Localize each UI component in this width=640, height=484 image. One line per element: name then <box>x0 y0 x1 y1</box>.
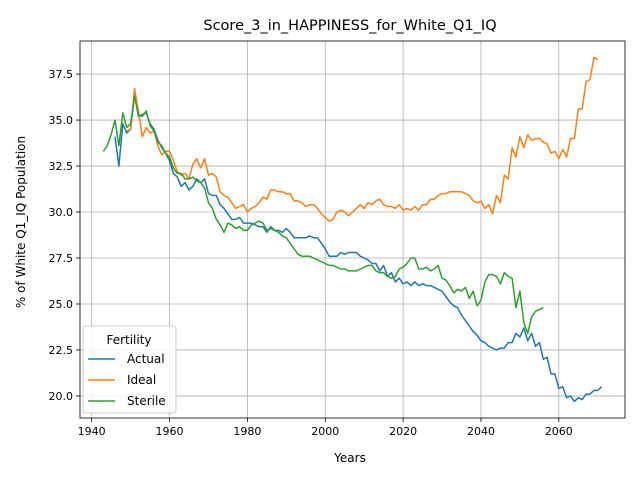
chart-title: Score_3_in_HAPPINESS_for_White_Q1_IQ <box>203 18 496 34</box>
series-line-sterile <box>102 95 544 335</box>
legend-box <box>82 325 177 414</box>
x-axis-ticks: 1940 1960 1980 2000 2020 2040 2060 <box>78 418 573 438</box>
y-axis-ticks: 20.0 22.5 25.0 27.5 30.0 32.5 35.0 37.5 <box>49 68 80 403</box>
y-tick-label: 32.5 <box>49 160 74 173</box>
x-axis-label: Years <box>333 451 366 465</box>
series-lines <box>102 56 603 403</box>
series-line-ideal <box>126 56 599 222</box>
x-tick-label: 1940 <box>78 425 106 438</box>
y-axis-label: % of White Q1_IQ Population <box>14 136 28 308</box>
x-tick-label: 2000 <box>311 425 339 438</box>
y-tick-label: 37.5 <box>49 68 74 81</box>
x-tick-label: 2020 <box>389 425 417 438</box>
x-tick-label: 2060 <box>545 425 573 438</box>
legend-title: Fertility <box>106 333 151 347</box>
legend-entries: Actual Ideal Sterile <box>88 352 166 408</box>
x-tick-label: 1980 <box>233 425 261 438</box>
y-tick-label: 22.5 <box>49 344 74 357</box>
legend-label-sterile: Sterile <box>127 394 166 408</box>
plot-frame <box>79 40 626 419</box>
legend: Fertility Actual Ideal Sterile <box>82 325 177 414</box>
y-tick-label: 25.0 <box>49 298 74 311</box>
legend-label-actual: Actual <box>127 352 165 366</box>
x-tick-label: 1960 <box>156 425 184 438</box>
legend-label-ideal: Ideal <box>127 373 156 387</box>
y-tick-label: 20.0 <box>49 390 74 403</box>
y-tick-label: 35.0 <box>49 114 74 127</box>
x-tick-label: 2040 <box>467 425 495 438</box>
y-tick-label: 30.0 <box>49 206 74 219</box>
y-tick-label: 27.5 <box>49 252 74 265</box>
